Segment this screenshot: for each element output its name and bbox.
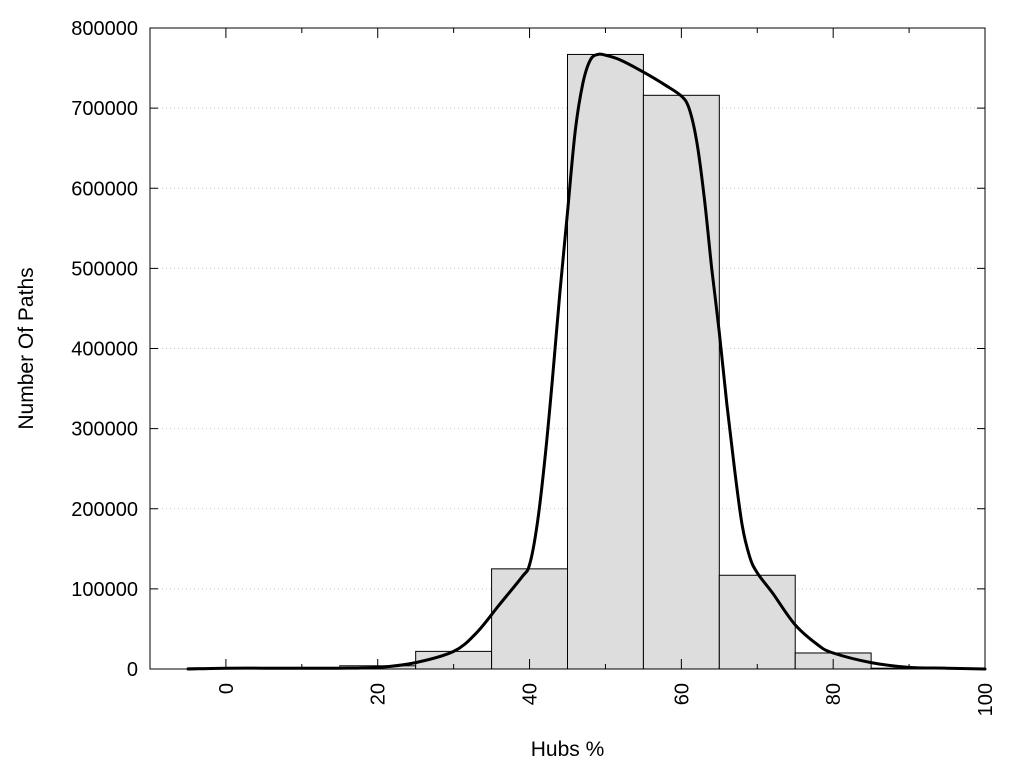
x-tick-label: 80 [823,683,845,705]
axis-ticks [150,27,986,670]
x-tick-labels: 0 20 40 60 80 100 [216,683,997,716]
histogram-bar [642,94,720,670]
y-tick-label: 400000 [71,339,138,361]
x-axis-label: Hubs % [531,738,605,761]
y-tick-label: 800000 [71,18,138,40]
y-axis-label: Number Of Paths [15,267,38,429]
x-tick-label: 100 [975,683,997,716]
y-tick-label: 0 [127,659,138,681]
x-tick-label: 40 [520,683,542,705]
histogram-bars [187,53,948,670]
y-tick-labels: 0 100000 200000 300000 400000 500000 600000 700… [71,18,138,681]
y-tick-label: 500000 [71,258,138,280]
histogram-bar [567,53,644,670]
density-curve [186,52,987,671]
x-tick-label: 0 [216,683,238,694]
y-tick-label: 600000 [71,178,138,200]
y-tick-label: 700000 [71,98,138,120]
y-tick-label: 100000 [71,579,138,601]
histogram-bar [718,574,796,670]
y-tick-label: 200000 [71,499,138,521]
y-tick-label: 300000 [71,419,138,441]
histogram-bar [491,568,568,670]
x-tick-label: 20 [368,683,390,705]
x-tick-label: 60 [671,683,693,705]
